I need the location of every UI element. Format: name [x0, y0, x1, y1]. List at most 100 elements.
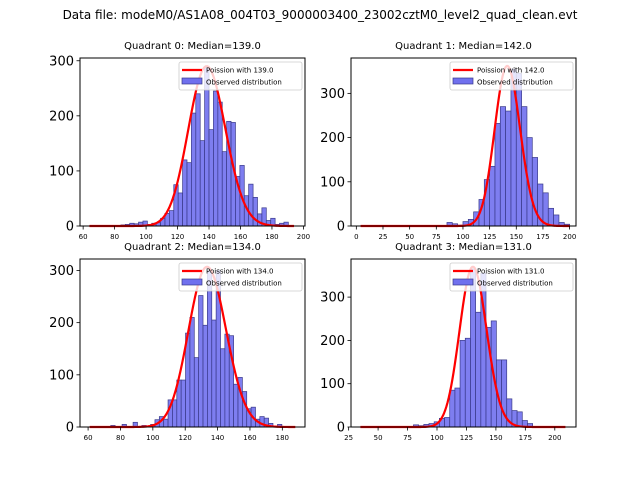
histogram-bar — [177, 192, 183, 227]
y-tick-label: 100 — [320, 377, 345, 392]
x-tick-label: 160 — [243, 434, 256, 442]
y-tick-label: 200 — [49, 316, 74, 331]
subplot-quadrant-2: Quadrant 2: Median=134.0 0 100 200 300 60 80 10… — [49, 242, 306, 442]
legend-label-observed: Observed distribution — [477, 280, 553, 288]
legend-bar-swatch — [181, 77, 203, 85]
histogram-bar — [494, 123, 501, 227]
x-tick-label: 150 — [489, 434, 502, 442]
x-tick-label: 100 — [456, 233, 469, 241]
histogram-bar — [444, 417, 451, 428]
x-tick-label: 200 — [297, 233, 310, 241]
legend-label-observed: Observed distribution — [206, 79, 282, 87]
x-tick-label: 140 — [211, 434, 224, 442]
y-tick-label: 100 — [49, 368, 74, 383]
x-tick-label: 80 — [116, 434, 125, 442]
histogram-bar — [193, 357, 199, 428]
histogram-bar — [515, 73, 522, 227]
subplot-quadrant-3: Quadrant 3: Median=131.0 0 100 200 300 25 50 75… — [320, 242, 577, 442]
subplot-title: Quadrant 1: Median=142.0 — [395, 41, 532, 52]
x-tick-label: 180 — [276, 434, 289, 442]
subplot-quadrant-0: Quadrant 0: Median=139.0 0 100 200 300 60 80 10… — [49, 41, 310, 241]
legend-label-poisson: Poission with 134.0 — [206, 268, 274, 276]
histogram-bars — [446, 68, 570, 227]
histogram-bar — [224, 333, 230, 428]
histogram-bar — [217, 101, 223, 227]
x-tick-label: 60 — [79, 233, 88, 241]
x-tick-label: 175 — [536, 233, 549, 241]
histogram-bar — [499, 106, 506, 227]
x-tick-label: 50 — [374, 434, 383, 442]
x-tick-label: 80 — [110, 233, 119, 241]
histogram-bar — [505, 110, 512, 227]
x-tick-label: 25 — [344, 434, 353, 442]
y-tick-label: 0 — [337, 421, 345, 436]
plot-frame — [79, 258, 306, 428]
legend-box — [449, 262, 574, 292]
subplot-title: Quadrant 2: Median=134.0 — [124, 242, 261, 253]
plot-frame — [79, 57, 306, 227]
x-tick-label: 0 — [354, 233, 358, 241]
y-tick-label: 300 — [320, 87, 345, 102]
legend-bar-swatch — [452, 278, 474, 286]
legend-label-observed: Observed distribution — [206, 280, 282, 288]
legend-box — [178, 262, 303, 292]
subplot-title: Quadrant 3: Median=131.0 — [395, 242, 532, 253]
y-tick-label: 200 — [49, 109, 74, 124]
histogram-bar — [182, 159, 188, 227]
histogram-bar — [248, 183, 254, 227]
legend-box — [449, 61, 574, 91]
histogram-bar — [189, 317, 195, 428]
y-tick-label: 300 — [49, 54, 74, 69]
histogram-bar — [464, 337, 471, 428]
histogram-bar — [233, 383, 239, 428]
legend-label-poisson: Poission with 142.0 — [477, 67, 545, 75]
histogram-bar — [221, 151, 228, 227]
x-tick-label: 25 — [379, 233, 388, 241]
x-tick-label: 175 — [519, 434, 532, 442]
legend-label-poisson: Poission with 139.0 — [206, 67, 274, 75]
x-tick-label: 60 — [84, 434, 93, 442]
legend-bar-swatch — [181, 278, 203, 286]
histogram-bar — [475, 311, 482, 428]
histogram-bars — [413, 268, 533, 428]
histogram-bar — [186, 162, 192, 227]
x-tick-label: 140 — [202, 233, 215, 241]
histogram-bar — [163, 418, 169, 428]
histogram-bar — [199, 140, 205, 227]
x-tick-label: 100 — [146, 434, 159, 442]
histogram-bar — [191, 112, 197, 227]
y-tick-label: 0 — [337, 220, 345, 235]
y-tick-label: 300 — [320, 291, 345, 306]
histogram-bar — [195, 93, 201, 227]
histogram-bar — [470, 268, 476, 428]
y-tick-label: 100 — [320, 175, 345, 190]
histogram-bar — [449, 389, 456, 428]
histogram-bar — [180, 379, 186, 428]
figure-suptitle: Data file: modeM0/AS1A08_004T03_90000034… — [62, 8, 578, 22]
histogram-bar — [213, 90, 219, 227]
x-tick-label: 180 — [265, 233, 278, 241]
x-tick-label: 120 — [179, 434, 192, 442]
plot-frame — [350, 57, 577, 227]
y-tick-label: 200 — [320, 334, 345, 349]
legend-label-observed: Observed distribution — [477, 79, 553, 87]
subplot-title: Quadrant 0: Median=139.0 — [124, 41, 261, 52]
x-tick-label: 200 — [563, 233, 576, 241]
y-tick-label: 100 — [49, 164, 74, 179]
histogram-bar — [202, 324, 208, 428]
histogram-bar — [459, 340, 466, 428]
x-tick-label: 100 — [139, 233, 152, 241]
legend: Poission with 134.0 Observed distribution — [178, 262, 303, 292]
histogram-bar — [208, 129, 214, 227]
histogram-bar — [454, 387, 461, 428]
histogram-bar — [169, 210, 175, 227]
histogram-bar — [489, 165, 496, 227]
histogram-bar — [220, 348, 226, 428]
histogram-bar — [198, 295, 204, 428]
histogram-bar — [207, 270, 213, 428]
plot-frame — [350, 258, 577, 428]
x-tick-label: 75 — [432, 233, 441, 241]
x-tick-label: 150 — [510, 233, 523, 241]
legend-bar-swatch — [452, 77, 474, 85]
